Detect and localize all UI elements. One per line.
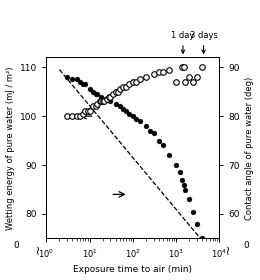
Text: 1 day: 1 day xyxy=(171,31,195,53)
Y-axis label: Contact angle of pure water (deg): Contact angle of pure water (deg) xyxy=(245,76,255,220)
Text: 3 days: 3 days xyxy=(190,31,218,53)
X-axis label: Exposure time to air (min): Exposure time to air (min) xyxy=(73,265,192,274)
Text: ~: ~ xyxy=(221,244,234,255)
Y-axis label: Wetting energy of pure water (mJ / m²): Wetting energy of pure water (mJ / m²) xyxy=(5,66,15,230)
Text: 0: 0 xyxy=(14,241,20,250)
Text: 0: 0 xyxy=(244,241,249,250)
Text: ~: ~ xyxy=(32,244,45,255)
